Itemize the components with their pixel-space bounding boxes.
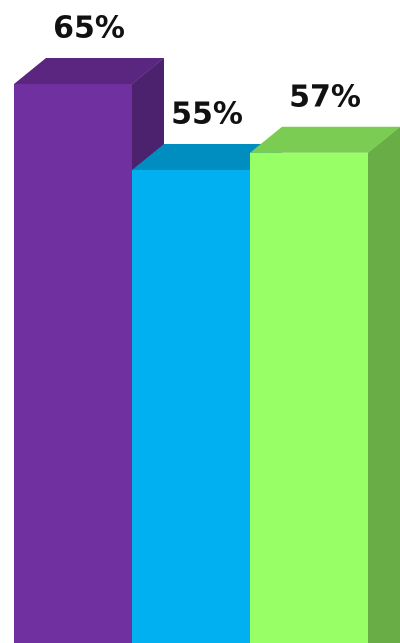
data-label: 65% — [53, 11, 125, 46]
bar — [14, 84, 132, 643]
bar-top — [250, 126, 400, 153]
bar — [132, 170, 250, 643]
bar-top — [14, 58, 164, 84]
bar-top — [132, 144, 282, 170]
bar-side — [368, 126, 400, 643]
data-label: 57% — [289, 79, 361, 114]
bar — [250, 152, 368, 643]
data-label: 55% — [171, 97, 243, 132]
